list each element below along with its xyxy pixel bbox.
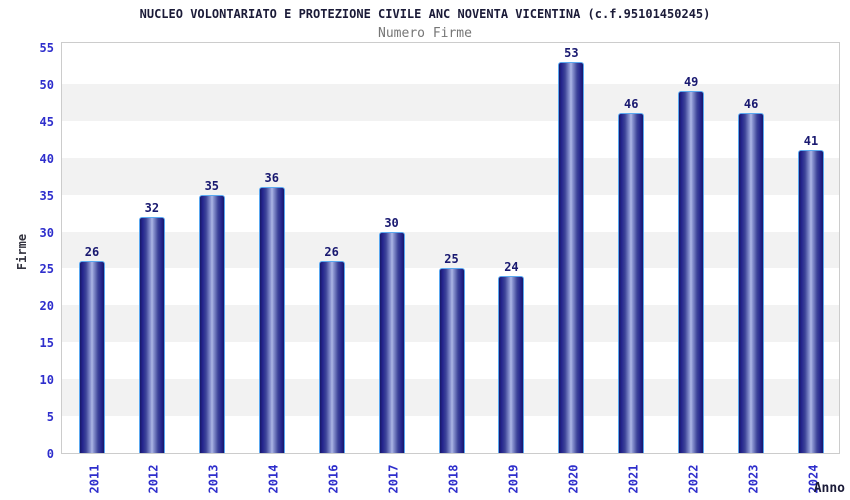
bar-value-label: 26 (84, 245, 100, 260)
bar (558, 61, 585, 453)
y-axis-tick-label: 55 (39, 41, 54, 55)
bar (258, 187, 285, 453)
bar-value-label: 30 (384, 215, 399, 230)
y-axis-tick-label: 45 (39, 114, 54, 129)
x-axis-tick-label: 2016 (326, 464, 341, 494)
bar-value-label: 36 (264, 171, 279, 186)
bar-value-label: 49 (683, 75, 699, 90)
bar-value-label: 24 (504, 259, 519, 274)
bar-value-label: 32 (144, 200, 160, 215)
y-axis-tick-label: 20 (39, 299, 54, 314)
bar-value-label: 53 (564, 45, 579, 60)
plot-area: 26 32 35 36 26 30 25 24 53 46 49 46 41 (61, 42, 840, 454)
chart-title: NUCLEO VOLONTARIATO E PROTEZIONE CIVILE … (139, 7, 711, 21)
x-axis-tick-label: 2020 (566, 464, 581, 494)
grid-band (62, 157, 839, 195)
grid-band (62, 83, 839, 121)
x-axis-tick-label: 2011 (86, 464, 101, 494)
x-axis-tick-label: 2014 (266, 464, 281, 494)
y-axis-tick-label: 25 (39, 262, 54, 277)
x-axis-tick-label: 2013 (206, 464, 221, 494)
y-axis-tick-label: 15 (39, 336, 54, 351)
bar-value-label: 46 (624, 97, 639, 112)
bar (798, 150, 825, 453)
grid-band (62, 194, 839, 232)
y-axis-tick-label: 0 (46, 447, 54, 461)
x-axis-tick-label: 2018 (446, 464, 461, 494)
bar (678, 91, 705, 453)
bar (318, 261, 345, 453)
bar-value-label: 26 (324, 245, 339, 260)
y-axis-tick-label: 35 (39, 188, 54, 203)
y-axis-tick-label: 50 (39, 77, 54, 92)
chart-subtitle: Numero Firme (378, 26, 472, 41)
bar (498, 275, 525, 453)
bar-value-label: 46 (743, 97, 759, 112)
bar (618, 113, 645, 453)
x-axis-tick-label: 2012 (146, 464, 161, 494)
bar (378, 231, 405, 453)
x-axis-tick-label: 2019 (506, 464, 521, 494)
y-axis-tick-label: 10 (39, 373, 54, 388)
bar (438, 268, 465, 453)
grid-band (62, 47, 839, 84)
bar-value-label: 41 (803, 134, 819, 149)
bar (198, 194, 225, 453)
y-axis-tick-label: 30 (39, 225, 54, 240)
x-axis-tick-label: 2022 (686, 464, 701, 494)
grid-band (62, 231, 839, 269)
x-axis-tick-label: 2021 (626, 464, 641, 494)
bar-value-label: 25 (444, 252, 459, 267)
x-axis-title: Anno (813, 481, 845, 496)
grid-band (62, 120, 839, 158)
y-axis-tick-label: 5 (46, 410, 54, 425)
y-axis-tick-label: 40 (39, 151, 54, 166)
bar (78, 261, 105, 453)
bar (738, 113, 765, 453)
bar-value-label: 35 (204, 178, 220, 193)
bar (138, 216, 165, 453)
x-axis-tick-label: 2017 (386, 464, 401, 494)
x-axis-tick-label: 2023 (746, 464, 761, 494)
